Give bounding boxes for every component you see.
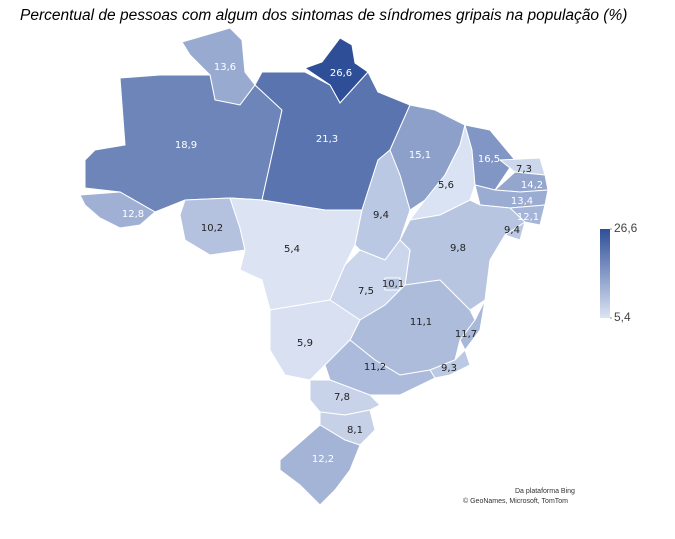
value-label: 5,6 <box>438 180 454 191</box>
value-label: 12,8 <box>122 209 144 220</box>
value-label: 7,5 <box>358 286 374 297</box>
value-label: 9,3 <box>441 363 457 374</box>
value-label: 7,3 <box>516 164 532 175</box>
value-label: 11,2 <box>364 362 386 373</box>
value-label: 9,4 <box>504 225 520 236</box>
value-label: 10,2 <box>201 223 223 234</box>
attribution: Da plataforma Bing <box>515 488 575 495</box>
value-label: 11,1 <box>410 317 432 328</box>
legend-label: 5,4 <box>614 310 631 324</box>
value-label: 7,8 <box>334 392 350 403</box>
value-label: 5,9 <box>297 338 313 349</box>
color-bar <box>600 229 610 318</box>
value-label: 16,5 <box>478 154 500 165</box>
region <box>324 339 436 396</box>
value-label: 9,4 <box>373 210 389 221</box>
legend-label: 26,6 <box>614 221 638 235</box>
value-label: 14,2 <box>521 180 543 191</box>
region <box>459 299 486 351</box>
region <box>408 123 476 221</box>
chart-title: Percentual de pessoas com algum dos sint… <box>20 7 627 24</box>
value-label: 26,6 <box>330 68 352 79</box>
value-label: 12,2 <box>312 454 334 465</box>
value-label: 13,4 <box>511 196 533 207</box>
value-label: 10,1 <box>382 279 404 290</box>
attribution: © GeoNames, Microsoft, TomTom <box>463 497 568 505</box>
value-label: 21,3 <box>316 134 338 145</box>
legend: 26,6 5,4 <box>600 221 638 324</box>
value-label: 5,4 <box>284 244 300 255</box>
regions: 26,6 13,6 18,9 21,3 12,8 10,2 5,4 9,4 15,1 5,6 16,… <box>79 27 549 506</box>
region <box>354 149 411 261</box>
value-label: 9,8 <box>450 243 466 254</box>
value-label: 11,7 <box>455 329 477 340</box>
value-label: 18,9 <box>175 140 197 151</box>
region <box>279 424 361 506</box>
region <box>79 191 156 229</box>
value-label: 15,1 <box>409 150 431 161</box>
value-label: 12,1 <box>517 212 539 223</box>
value-label: 13,6 <box>214 62 236 73</box>
value-label: 8,1 <box>347 425 363 436</box>
